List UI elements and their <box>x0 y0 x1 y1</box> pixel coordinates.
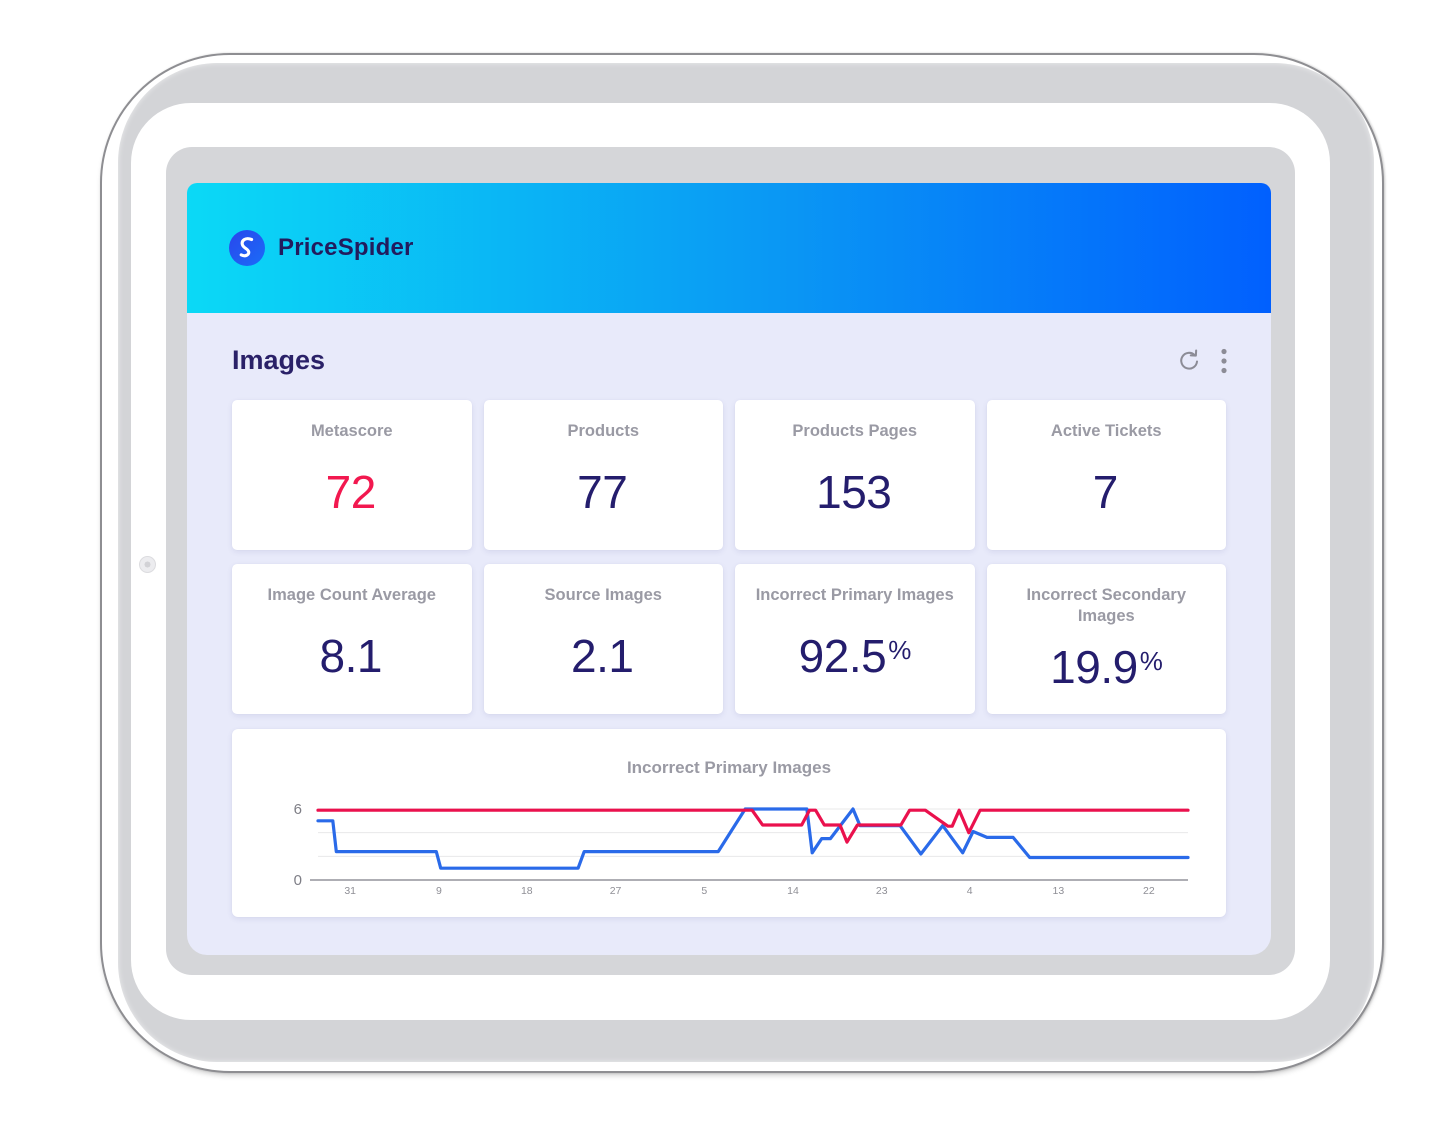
stat-label: Incorrect Primary Images <box>755 586 954 604</box>
stat-value: 72 <box>325 466 377 519</box>
svg-text:18: 18 <box>521 885 533 897</box>
stat-value: 7 <box>1092 466 1119 519</box>
chart-card: Incorrect Primary Images 6 0 31 9 18 27 5 14 23 4… <box>232 729 1226 917</box>
stat-card-incorrect-primary-images: Incorrect Primary Images 92.5% <box>735 564 975 714</box>
pricespider-logo-icon <box>229 230 265 266</box>
stat-value: 19.9% <box>1050 640 1163 693</box>
stat-label: Image Count Average <box>267 586 436 604</box>
stat-value: 2.1 <box>571 630 634 683</box>
stat-value: 77 <box>577 466 628 519</box>
stat-label: Products Pages <box>792 422 918 440</box>
svg-text:13: 13 <box>1053 885 1065 897</box>
stat-card-products: Products 77 <box>483 400 723 550</box>
line-chart-svg: 6 0 31 9 18 27 5 14 23 4 13 22 <box>294 801 1190 897</box>
stat-value: 8.1 <box>319 630 383 683</box>
svg-text:14: 14 <box>787 885 799 897</box>
brand-name: PriceSpider <box>278 234 414 261</box>
refresh-icon <box>1180 349 1199 370</box>
svg-text:0: 0 <box>294 872 302 889</box>
svg-text:31: 31 <box>344 885 356 897</box>
stat-card-metascore: Metascore 72 <box>232 400 472 550</box>
chart-title: Incorrect Primary Images <box>626 758 832 777</box>
stat-value: 153 <box>816 466 892 519</box>
camera-icon <box>139 556 156 573</box>
title-row: Images <box>187 313 1271 376</box>
stat-label: Incorrect Secondary Images <box>1026 586 1187 626</box>
svg-text:4: 4 <box>967 885 973 897</box>
kebab-menu-icon <box>1221 348 1227 373</box>
svg-text:6: 6 <box>294 801 302 818</box>
stat-label: Products <box>567 422 639 440</box>
stat-value: 92.5% <box>798 630 912 683</box>
stat-label: Source Images <box>544 586 662 604</box>
tablet-frame: PriceSpider Images <box>100 53 1384 1073</box>
more-options-button[interactable] <box>1219 346 1229 376</box>
stat-label: Metascore <box>310 422 393 440</box>
tablet-bezel-ring: PriceSpider Images <box>118 63 1374 1062</box>
page-title: Images <box>232 345 326 375</box>
refresh-button[interactable] <box>1174 345 1205 376</box>
svg-text:23: 23 <box>876 885 888 897</box>
title-actions <box>1174 345 1229 376</box>
svg-text:9: 9 <box>436 885 442 897</box>
stat-card-image-count-average: Image Count Average 8.1 <box>232 564 472 714</box>
stat-card-source-images: Source Images 2.1 <box>483 564 723 714</box>
stat-card-products-pages: Products Pages 153 <box>735 400 975 550</box>
tablet-bezel: PriceSpider Images <box>131 103 1330 1020</box>
dashboard: PriceSpider Images <box>187 183 1271 955</box>
stat-card-active-tickets: Active Tickets 7 <box>986 400 1226 550</box>
svg-text:22: 22 <box>1143 885 1155 897</box>
svg-text:27: 27 <box>610 885 622 897</box>
tablet-screen: PriceSpider Images <box>166 147 1295 975</box>
stat-label: Active Tickets <box>1050 422 1162 440</box>
app-header: PriceSpider <box>187 183 1271 313</box>
stat-card-incorrect-secondary-images: Incorrect Secondary Images 19.9% <box>986 564 1226 714</box>
svg-text:5: 5 <box>701 885 707 897</box>
stat-cards-grid: Metascore 72 Products 77 Products Pages … <box>232 400 1226 714</box>
